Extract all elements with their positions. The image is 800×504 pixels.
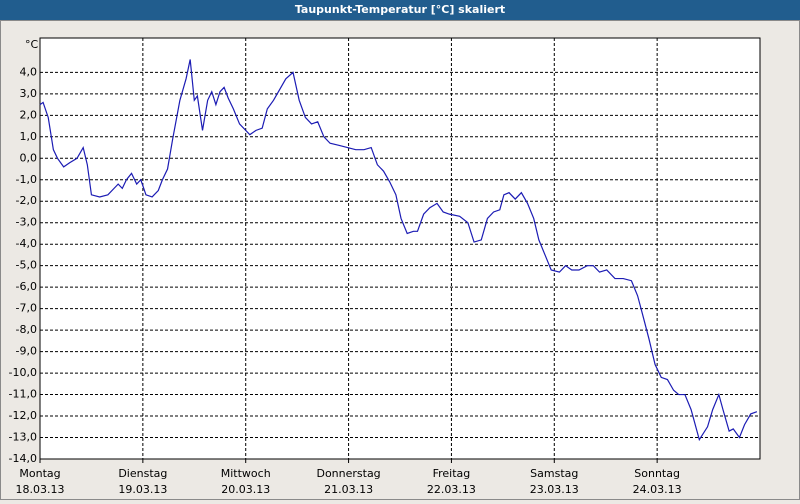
x-tick-label: Dienstag	[118, 467, 167, 480]
y-tick-label: 2,0	[20, 108, 38, 121]
y-tick-label: -13,0	[9, 431, 37, 444]
x-tick-date: 21.03.13	[324, 483, 373, 496]
y-tick-label: -2,0	[16, 194, 37, 207]
y-tick-label: -7,0	[16, 302, 37, 315]
y-tick-label: -4,0	[16, 237, 37, 250]
y-tick-label: -5,0	[16, 259, 37, 272]
x-tick-label: Samstag	[530, 467, 578, 480]
x-tick-label: Donnerstag	[316, 467, 380, 480]
x-tick-label: Montag	[19, 467, 60, 480]
y-tick-label: -12,0	[9, 409, 37, 422]
x-tick-date: 19.03.13	[118, 483, 167, 496]
x-tick-label: Freitag	[433, 467, 471, 480]
x-tick-date: 23.03.13	[530, 483, 579, 496]
x-tick-date: 20.03.13	[221, 483, 270, 496]
x-tick-date: 24.03.13	[633, 483, 682, 496]
y-unit: °C	[25, 38, 39, 51]
x-tick-label: Sonntag	[634, 467, 680, 480]
y-tick-label: -10,0	[9, 366, 37, 379]
plot-border	[39, 37, 761, 460]
x-tick-date: 18.03.13	[16, 483, 65, 496]
x-tick-date: 22.03.13	[427, 483, 476, 496]
y-tick-label: -3,0	[16, 216, 37, 229]
y-tick-label: -14,0	[9, 452, 37, 465]
y-tick-label: -6,0	[16, 280, 37, 293]
data-line	[39, 59, 758, 442]
y-tick-label: -9,0	[16, 345, 37, 358]
chart-title: Taupunkt-Temperatur [°C] skaliert	[295, 3, 505, 16]
plot-area	[40, 38, 760, 459]
y-tick-label: -11,0	[9, 388, 37, 401]
y-tick-label: 0,0	[20, 151, 38, 164]
title-bar	[0, 0, 800, 20]
y-tick-label: -8,0	[16, 323, 37, 336]
y-tick-label: -1,0	[16, 173, 37, 186]
x-tick-label: Mittwoch	[221, 467, 271, 480]
y-tick-label: 3,0	[20, 87, 38, 100]
y-tick-label: 1,0	[20, 130, 38, 143]
y-tick-label: 4,0	[20, 65, 38, 78]
